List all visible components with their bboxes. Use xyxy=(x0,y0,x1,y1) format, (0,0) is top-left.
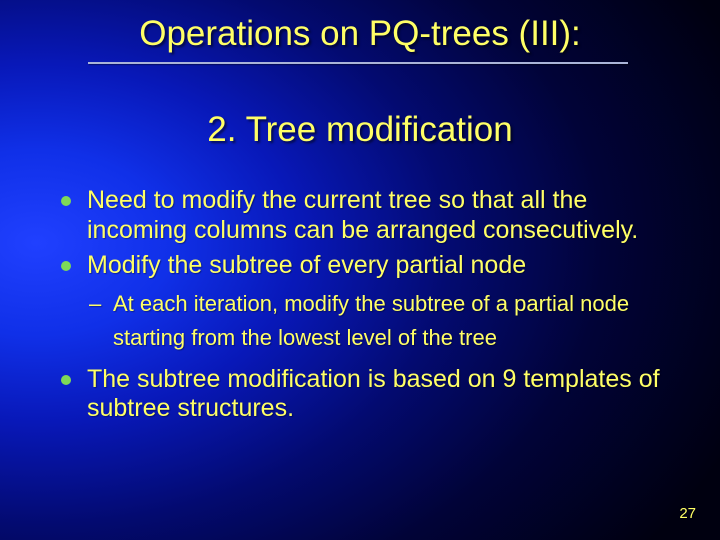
bullet-dot-icon xyxy=(61,375,71,385)
title-underline xyxy=(88,62,628,64)
dash-icon: – xyxy=(89,287,101,321)
bullet-2-sub: – At each iteration, modify the subtree … xyxy=(55,287,675,355)
bullet-2-text: Modify the subtree of every partial node xyxy=(87,251,526,279)
bullet-dot-icon xyxy=(61,196,71,206)
bullet-2: Modify the subtree of every partial node xyxy=(55,251,675,281)
bullet-1-text: Need to modify the current tree so that … xyxy=(87,186,638,244)
bullet-2-sub-text: At each iteration, modify the subtree of… xyxy=(113,291,629,350)
slide-body: Need to modify the current tree so that … xyxy=(55,186,675,430)
page-number: 27 xyxy=(679,505,696,522)
slide: Operations on PQ-trees (III): 2. Tree mo… xyxy=(0,0,720,540)
bullet-1: Need to modify the current tree so that … xyxy=(55,186,675,245)
slide-title: Operations on PQ-trees (III): xyxy=(0,14,720,54)
slide-subtitle: 2. Tree modification xyxy=(0,110,720,150)
bullet-3: The subtree modification is based on 9 t… xyxy=(55,365,675,424)
bullet-3-text: The subtree modification is based on 9 t… xyxy=(87,365,660,423)
bullet-dot-icon xyxy=(61,261,71,271)
